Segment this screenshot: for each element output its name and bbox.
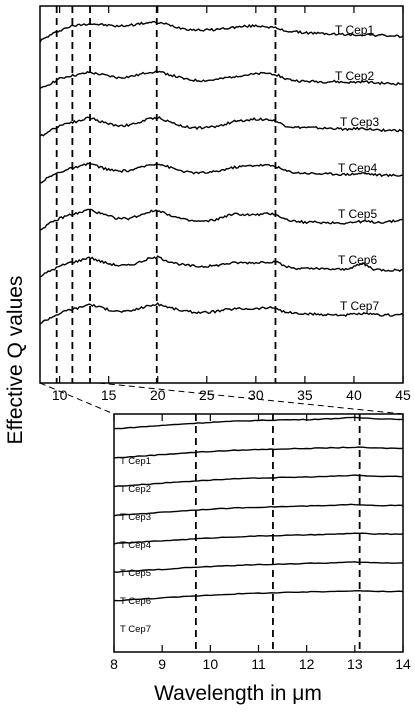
x-axis-label: Wavelength in μm	[154, 682, 322, 705]
y-axis-label: Effective Q values	[4, 276, 27, 445]
series-line	[113, 561, 403, 573]
x-tick-label: 10	[52, 387, 68, 403]
series-line	[39, 162, 403, 184]
x-tick-label: 10	[203, 656, 219, 672]
x-tick-label: 15	[101, 387, 117, 403]
series-line	[113, 532, 404, 545]
x-tick-label: 11	[251, 656, 266, 672]
zoom-connector-right	[98, 382, 404, 415]
series-label: T Cep5	[120, 568, 151, 579]
plot-layer: 10 15 20 25 30 35 40 45 T Cep1 T Cep2 T Cep3 T Cep4…	[39, 5, 411, 672]
x-tick-label: 35	[297, 387, 313, 403]
series-label: T Cep5	[338, 207, 377, 221]
x-tick-label: 12	[299, 656, 315, 672]
x-tick-label: 45	[395, 387, 411, 403]
series-label: T Cep6	[338, 253, 377, 267]
series-line	[113, 503, 404, 517]
series-label: T Cep1	[335, 23, 374, 37]
x-tick-label: 8	[110, 656, 118, 672]
series-line	[113, 589, 404, 602]
series-label: T Cep7	[120, 624, 151, 635]
series-label: T Cep2	[120, 484, 151, 495]
series-label: T Cep4	[120, 540, 151, 551]
series-line	[39, 21, 404, 43]
series-label: T Cep2	[335, 69, 374, 83]
series-label: T Cep3	[120, 512, 151, 523]
series-line	[39, 255, 404, 278]
series-line	[39, 301, 404, 325]
series-line	[39, 116, 404, 137]
series-label: T Cep3	[340, 115, 379, 129]
x-tick-label: 13	[347, 656, 363, 672]
series-line	[113, 474, 404, 488]
series-line	[39, 69, 404, 89]
x-tick-label: 30	[248, 387, 264, 403]
series-label: T Cep6	[120, 596, 151, 607]
series-line	[113, 416, 404, 430]
plot-frame	[39, 5, 404, 384]
series-line	[113, 446, 404, 459]
series-label: T Cep7	[340, 299, 379, 313]
series-label: T Cep4	[338, 161, 377, 175]
x-tick-label: 40	[346, 387, 362, 403]
x-tick-label: 20	[150, 387, 166, 403]
x-tick-label: 14	[395, 656, 411, 672]
x-tick-label: 9	[158, 656, 166, 672]
series-label: T Cep1	[120, 456, 151, 467]
zoom-connector-left	[39, 382, 115, 415]
series-line	[40, 208, 404, 231]
x-tick-label: 25	[199, 387, 215, 403]
